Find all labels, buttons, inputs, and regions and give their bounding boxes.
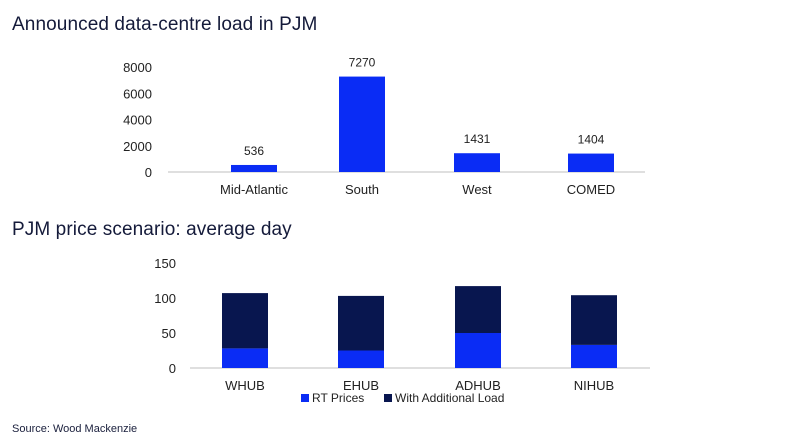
- chart1-bar: [454, 153, 500, 172]
- chart2-legend-label: RT Prices: [312, 391, 364, 405]
- chart2-title: PJM price scenario: average day: [12, 219, 292, 240]
- chart1-data-label: 1431: [464, 132, 491, 146]
- chart2-ytick-label: 100: [154, 291, 176, 306]
- chart1-category-label: South: [345, 182, 379, 197]
- chart1-data-label: 7270: [349, 56, 376, 70]
- chart2-legend-label: With Additional Load: [395, 391, 504, 405]
- chart1-category-label: Mid-Atlantic: [220, 182, 288, 197]
- chart1-category-label: West: [462, 182, 492, 197]
- chart1-category-label: COMED: [567, 182, 615, 197]
- chart2-ytick-label: 50: [162, 326, 176, 341]
- chart2-legend-swatch: [384, 394, 392, 402]
- chart1-bar: [568, 153, 614, 172]
- chart2-bar-additional-load: [222, 293, 268, 349]
- chart1-ytick-label: 2000: [123, 139, 152, 154]
- chart2-category-label: EHUB: [343, 378, 379, 393]
- chart1-title: Announced data-centre load in PJM: [12, 14, 318, 35]
- chart2-category-label: ADHUB: [455, 378, 501, 393]
- chart1-data-label: 536: [244, 144, 264, 158]
- chart1-ytick-label: 0: [145, 165, 152, 180]
- chart1-bar: [231, 164, 277, 172]
- chart1-bar: [339, 76, 385, 172]
- chart1-ytick-label: 8000: [123, 60, 152, 75]
- chart2-ytick-label: 150: [154, 256, 176, 271]
- chart2-bar-additional-load: [455, 286, 501, 333]
- chart2-bar-rt-prices: [455, 333, 501, 368]
- chart2-legend-swatch: [301, 394, 309, 402]
- chart1-ytick-label: 6000: [123, 86, 152, 101]
- chart2-ytick-label: 0: [169, 361, 176, 376]
- source-note: Source: Wood Mackenzie: [12, 423, 138, 435]
- chart1-data-label: 1404: [578, 133, 605, 147]
- chart2-bar-additional-load: [338, 295, 384, 351]
- chart2-category-label: WHUB: [225, 378, 265, 393]
- chart2-category-label: NIHUB: [574, 378, 614, 393]
- chart2-bar-rt-prices: [338, 350, 384, 368]
- chart2-bar-rt-prices: [222, 348, 268, 368]
- chart2-bar-additional-load: [571, 295, 617, 345]
- chart1-ytick-label: 4000: [123, 113, 152, 128]
- chart2-bar-rt-prices: [571, 344, 617, 368]
